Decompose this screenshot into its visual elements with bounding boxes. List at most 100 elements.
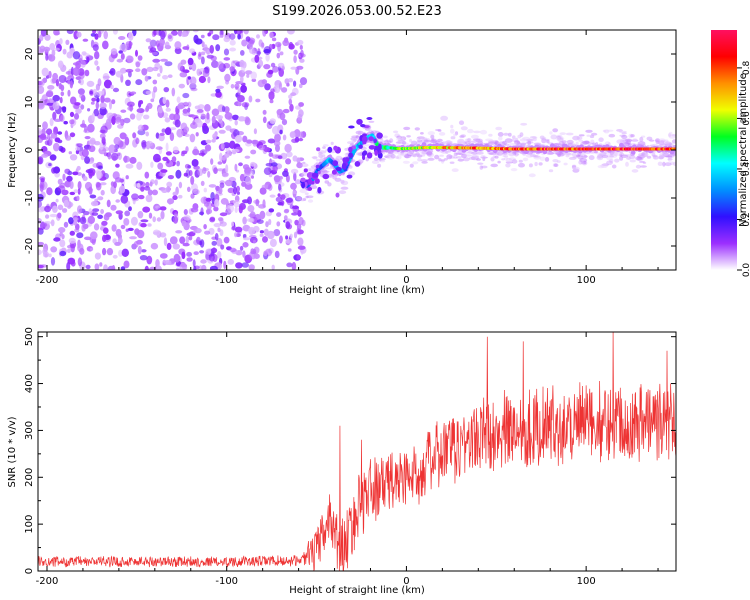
- heatmap-noise-cell: [97, 78, 102, 87]
- heatmap-noise-cell: [299, 131, 304, 139]
- heatmap-noise-cell: [242, 242, 249, 248]
- heatmap-noise-cell: [245, 36, 251, 42]
- heatmap-noise-cell: [160, 169, 168, 173]
- heatmap-noise-cell: [131, 193, 139, 200]
- heatmap-noise-cell: [73, 189, 79, 194]
- heatmap-noise-cell: [52, 205, 58, 213]
- heatmap-noise-cell: [81, 148, 89, 158]
- heatmap-noise-cell: [98, 165, 103, 170]
- heatmap-noise-cell: [276, 212, 282, 218]
- heatmap-noise-cell: [248, 226, 256, 235]
- heatmap-noise-cell: [282, 108, 290, 114]
- heatmap-transition-cell: [362, 133, 367, 137]
- heatmap-noise-cell: [248, 264, 255, 270]
- snr-xtick-label: -200: [36, 576, 59, 587]
- heatmap-noise-cell: [196, 108, 204, 113]
- heatmap-halo-cell: [420, 159, 428, 162]
- heatmap-noise-cell: [159, 253, 168, 259]
- heatmap-noise-cell: [95, 168, 102, 177]
- heatmap-noise-cell: [250, 149, 257, 155]
- heatmap-noise-cell: [229, 66, 235, 72]
- heatmap-noise-cell: [185, 169, 191, 178]
- heatmap-noise-cell: [242, 216, 247, 225]
- heatmap-noise-cell: [159, 232, 167, 238]
- heatmap-noise-cell: [229, 33, 236, 40]
- heatmap-noise-cell: [127, 106, 134, 111]
- heatmap-halo-cell: [518, 162, 525, 168]
- heatmap-noise-cell: [72, 51, 81, 60]
- heatmap-noise-cell: [85, 55, 94, 61]
- heatmap-halo-cell: [488, 133, 493, 137]
- heatmap-noise-cell: [208, 184, 217, 188]
- heatmap-noise-cell: [57, 131, 63, 135]
- heatmap-noise-cell: [112, 30, 118, 35]
- heatmap-halo-cell: [494, 155, 499, 159]
- heatmap-halo-cell: [477, 162, 484, 165]
- heatmap-noise-cell: [77, 188, 81, 195]
- heatmap-halo-cell: [552, 128, 559, 133]
- heatmap-halo-cell: [312, 184, 317, 187]
- heatmap-noise-cell: [76, 195, 80, 201]
- heatmap-noise-cell: [245, 70, 253, 75]
- heatmap-noise-cell: [167, 175, 174, 180]
- heatmap-halo-cell: [534, 161, 538, 167]
- heatmap-noise-cell: [73, 217, 79, 221]
- heatmap-halo-cell: [629, 159, 636, 163]
- heatmap-noise-cell: [141, 68, 148, 76]
- heatmap-noise-cell: [212, 34, 220, 41]
- colorbar-tick-label: 0.8: [742, 60, 750, 75]
- heatmap-halo-cell: [527, 140, 532, 146]
- heatmap-halo-cell: [635, 164, 642, 169]
- heatmap-noise-cell: [178, 83, 185, 89]
- heatmap-noise-cell: [176, 267, 180, 270]
- heatmap-halo-cell: [528, 163, 533, 168]
- heatmap-halo-cell: [626, 139, 631, 145]
- heatmap-noise-cell: [46, 102, 55, 106]
- heatmap-noise-cell: [203, 187, 207, 193]
- heatmap-noise-cell: [234, 135, 243, 143]
- heatmap-noise-cell: [201, 56, 205, 65]
- heatmap-noise-cell: [146, 66, 154, 73]
- heatmap-halo-cell: [646, 155, 652, 159]
- heatmap-noise-cell: [124, 210, 131, 217]
- heatmap-noise-cell: [218, 129, 226, 134]
- heatmap-noise-cell: [39, 133, 47, 140]
- heatmap-halo-cell: [470, 151, 478, 155]
- heatmap-noise-cell: [255, 198, 260, 207]
- heatmap-noise-cell: [101, 220, 108, 226]
- heatmap-noise-cell: [197, 104, 205, 110]
- heatmap-noise-cell: [181, 220, 187, 227]
- heatmap-ytick-label: 20: [24, 48, 35, 61]
- heatmap-noise-cell: [169, 113, 176, 121]
- heatmap-noise-cell: [223, 36, 231, 43]
- snr-xlabel: Height of straight line (km): [289, 585, 425, 596]
- heatmap-noise-cell: [273, 229, 281, 237]
- heatmap-noise-cell: [199, 239, 205, 248]
- heatmap-noise-cell: [47, 85, 55, 90]
- heatmap-noise-cell: [181, 130, 188, 136]
- heatmap-noise-cell: [94, 60, 99, 66]
- heatmap-noise-cell: [165, 142, 169, 152]
- heatmap-noise-cell: [65, 135, 72, 141]
- heatmap-noise-cell: [147, 189, 153, 196]
- heatmap-noise-cell: [227, 187, 235, 194]
- heatmap-noise-cell: [247, 205, 255, 212]
- heatmap-noise-cell: [248, 95, 253, 103]
- heatmap-noise-cell: [174, 41, 182, 50]
- heatmap-noise-cell: [52, 111, 57, 121]
- heatmap-noise-cell: [76, 232, 84, 239]
- heatmap-noise-cell: [115, 199, 120, 203]
- heatmap-noise-cell: [72, 171, 79, 176]
- heatmap-noise-cell: [279, 112, 286, 121]
- heatmap-ridge-edge: [421, 142, 427, 147]
- heatmap-noise-cell: [82, 53, 90, 57]
- heatmap-noise-cell: [239, 173, 245, 182]
- snr-ytick-label: 400: [24, 374, 35, 393]
- heatmap-noise-cell: [283, 209, 289, 214]
- heatmap-noise-cell: [200, 259, 207, 264]
- heatmap-noise-cell: [164, 41, 170, 49]
- heatmap-noise-cell: [140, 223, 147, 228]
- heatmap-noise-cell: [50, 219, 55, 227]
- heatmap-noise-cell: [118, 50, 123, 54]
- heatmap-noise-cell: [130, 91, 137, 95]
